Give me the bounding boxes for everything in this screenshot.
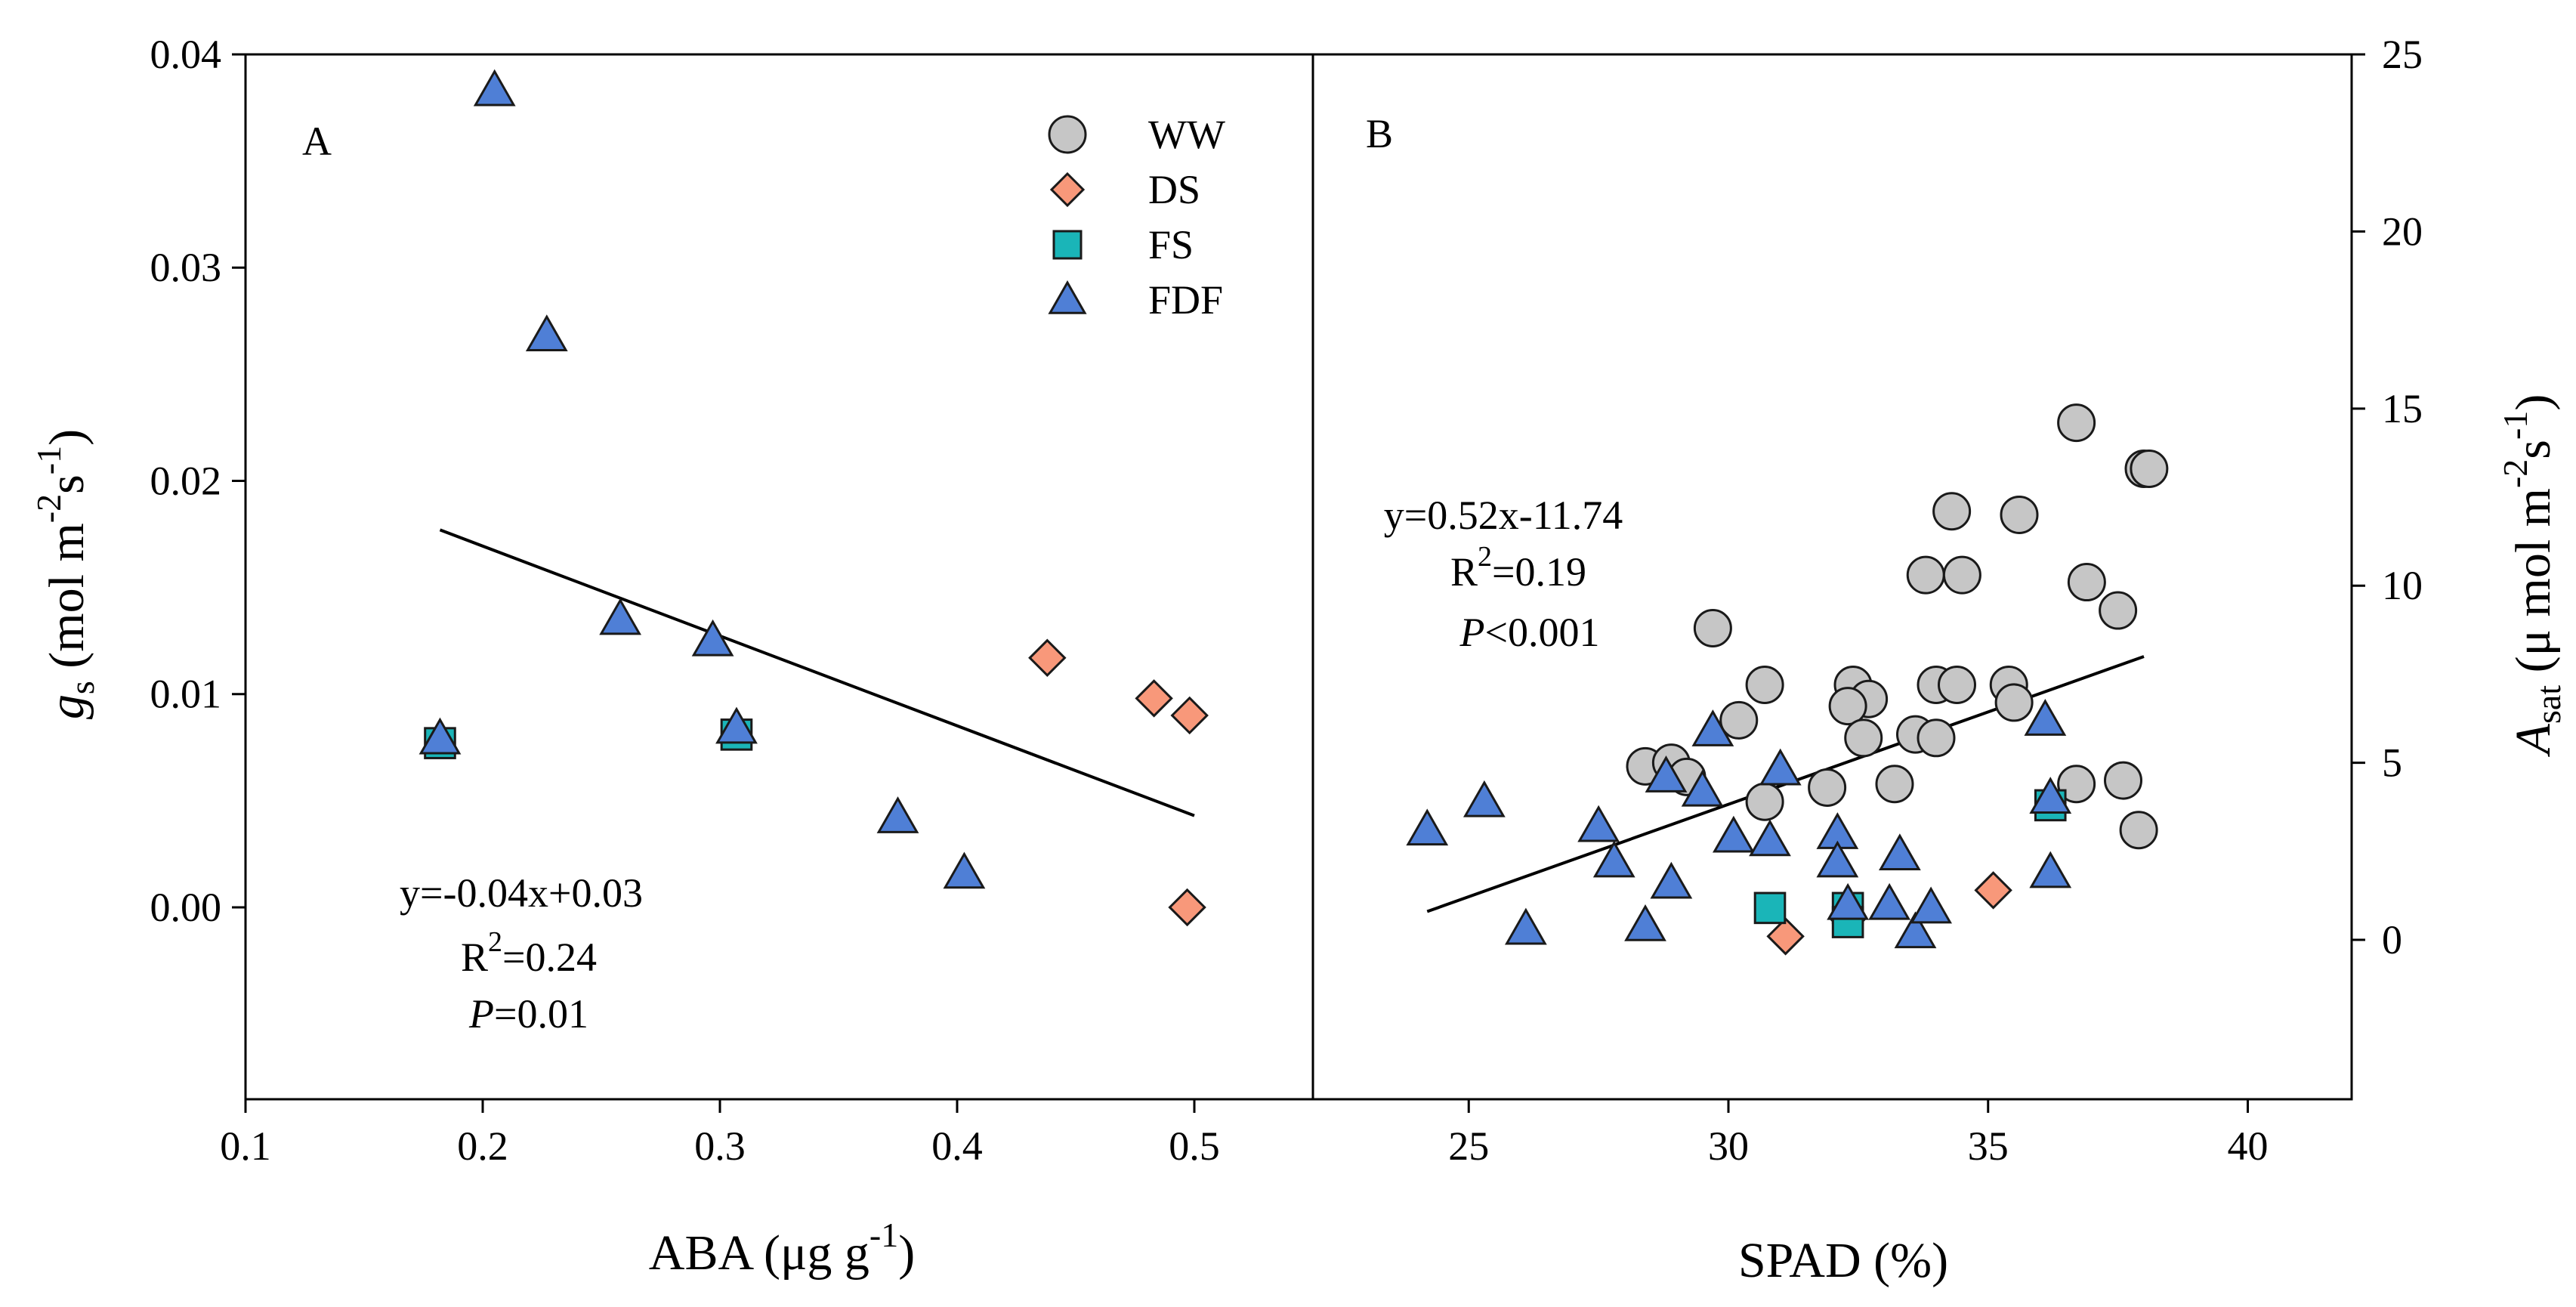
panel-b-point-ww (1876, 766, 1913, 802)
panel-b-y-tick-label: 15 (2382, 386, 2423, 431)
panel-b-label: B (1366, 111, 1393, 156)
panel-b-point-ww (1846, 720, 1882, 756)
panel-b-point-ww (1939, 666, 1975, 703)
panel-b-point-fdf (1715, 818, 1753, 851)
panel-b-point-fdf (1626, 907, 1665, 940)
legend-marker-fdf (1050, 283, 1085, 313)
panel-b-point-fdf (1912, 889, 1951, 922)
panel-b-point-ds (1976, 873, 2011, 907)
panel-b-point-fdf (1751, 821, 1790, 854)
panel-b-point-ww (2131, 451, 2167, 487)
panel-b-point-ds (1768, 919, 1803, 953)
panel-b-point-fdf (1870, 885, 1909, 919)
panel-b-y-tick-label: 0 (2382, 917, 2402, 962)
panel-b-point-fdf (1881, 836, 1920, 869)
panel-b-point-ww (2100, 592, 2136, 629)
panel-b-point-ww (1694, 610, 1731, 646)
panel-b-point-ww (1907, 557, 1944, 593)
panel-b-point-fdf (1595, 843, 1633, 876)
panel-a-x-tick-label: 0.4 (931, 1123, 983, 1169)
panel-b-x-tick-label: 25 (1448, 1123, 1489, 1169)
panel-a-point-fdf (475, 72, 514, 105)
panel-b-point-ww (1934, 493, 1970, 530)
panel-a-point-ds (1030, 641, 1064, 675)
panel-a-y-tick-label: 0.04 (150, 32, 222, 77)
panel-b-r2: R2=0.19 (1450, 541, 1586, 595)
panel-b-x-axis-title: SPAD (%) (1738, 1233, 1948, 1288)
panel-b-point-fdf (1580, 808, 1618, 841)
panel-a-point-fdf (527, 317, 566, 350)
panel-a-point-fdf (601, 601, 640, 634)
panel-b-y-tick-label: 25 (2382, 32, 2423, 77)
figure: 0.1 0.2 0.3 0.4 0.5 0.00 0.01 0.02 0.03 0.04 A y=… (0, 0, 2576, 1307)
panel-a-regression-line (440, 530, 1194, 815)
panel-a-y-tick-label: 0.03 (150, 245, 222, 290)
panel-b-pvalue: P<0.001 (1459, 610, 1600, 655)
legend-label-ww: WW (1148, 112, 1225, 157)
panel-b-equation: y=0.52x-11.74 (1384, 493, 1623, 538)
panel-a-x-axis-title: ABA (μg g-1) (649, 1216, 915, 1281)
legend-label-ds: DS (1148, 167, 1200, 212)
panel-b-point-fdf (1466, 783, 1504, 816)
panel-a-x-tick-label: 0.5 (1169, 1123, 1220, 1169)
panel-b-y-tick-label: 5 (2382, 740, 2402, 786)
legend-marker-ds (1052, 174, 1083, 205)
panel-a-y-tick-label: 0.01 (150, 672, 222, 717)
panel-b-y-axis-title: Asat (μ mol m-2s-1) (2496, 394, 2568, 758)
panel-a-pvalue: P=0.01 (468, 991, 588, 1037)
panel-b-point-ww (1918, 720, 1954, 756)
panel-b-point-ww (2059, 405, 2095, 441)
panel-b: 25 30 35 40 0 5 10 15 20 25 B y=0.52x-11.74 R2=0.… (1313, 32, 2568, 1288)
legend-label-fdf: FDF (1148, 277, 1223, 323)
panel-a-point-fdf (945, 854, 984, 888)
panel-b-point-ww (1830, 688, 1866, 725)
panel-b-x-tick-label: 30 (1708, 1123, 1749, 1169)
panel-b-point-ww (2068, 564, 2105, 601)
panel-a-point-ds (1172, 698, 1207, 733)
panel-b-point-fdf (1652, 864, 1691, 898)
panel-a-x-tick-label: 0.2 (457, 1123, 508, 1169)
panel-a-point-ds (1169, 890, 1204, 925)
panel-b-point-ww (1747, 666, 1783, 703)
panel-a-y-tick-label: 0.02 (150, 458, 222, 503)
panel-b-point-ww (2120, 812, 2157, 848)
legend-marker-fs (1054, 231, 1081, 258)
panel-a-point-fdf (879, 799, 917, 832)
legend-marker-ww (1049, 116, 1086, 153)
panel-b-y-tick-label: 20 (2382, 209, 2423, 254)
panel-b-point-ww (2001, 496, 2037, 533)
panel-a-label: A (302, 119, 332, 164)
panel-a: 0.1 0.2 0.3 0.4 0.5 0.00 0.01 0.02 0.03 0.04 A y=… (29, 32, 1313, 1281)
panel-b-point-ww (1944, 557, 1980, 593)
panel-b-point-ww (1747, 783, 1783, 820)
panel-b-x-tick-label: 35 (1968, 1123, 2009, 1169)
legend-label-fs: FS (1148, 222, 1194, 267)
panel-b-point-fdf (1761, 751, 1799, 784)
panel-b-point-ww (1996, 684, 2032, 721)
legend: WW DS FS FDF (1049, 112, 1225, 323)
panel-a-equation: y=-0.04x+0.03 (400, 870, 643, 916)
panel-b-point-ww (2105, 762, 2142, 799)
panel-a-y-tick-label: 0.00 (150, 885, 222, 930)
panel-a-r2: R2=0.24 (461, 926, 597, 980)
panel-b-point-ww (1809, 769, 1846, 805)
panel-a-x-tick-label: 0.1 (220, 1123, 271, 1169)
panel-b-point-fdf (1507, 910, 1546, 944)
panel-a-x-tick-label: 0.3 (694, 1123, 746, 1169)
panel-b-x-tick-label: 40 (2228, 1123, 2269, 1169)
panel-a-point-ds (1137, 681, 1172, 715)
panel-b-point-fdf (2031, 854, 2070, 887)
panel-b-point-fdf (1408, 811, 1447, 844)
panel-a-y-axis-title: gs (mol m-2s-1) (29, 429, 101, 719)
panel-b-point-fs (1755, 893, 1785, 923)
panel-b-y-tick-label: 10 (2382, 563, 2423, 608)
